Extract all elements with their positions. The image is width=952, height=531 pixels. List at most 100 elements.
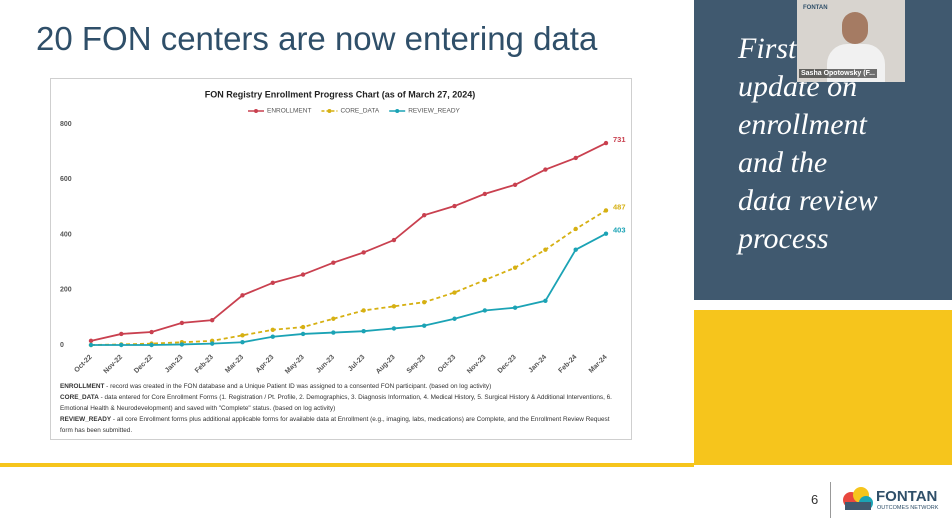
point: [209, 341, 215, 346]
point: [300, 324, 306, 330]
x-tick-label: Jun-23: [315, 354, 336, 375]
video-tile: FONTAN Sasha Opotowsky (F...: [797, 0, 905, 82]
x-tick-label: Jan-24: [527, 354, 548, 375]
logo-icon: [843, 487, 873, 510]
x-tick-label: Jan-23: [164, 354, 185, 375]
side-line: enrollment: [738, 108, 867, 141]
legend-label: REVIEW_READY: [408, 108, 460, 115]
point: [179, 320, 185, 326]
point: [543, 167, 548, 172]
note-text: - data entered for Core Enrollment Forms…: [60, 394, 612, 412]
point: [422, 212, 427, 218]
point: [331, 330, 336, 335]
legend-label: CORE_DATA: [340, 108, 379, 115]
side-line: process: [738, 222, 829, 255]
y-tick-label: 800: [60, 121, 72, 128]
point: [119, 342, 124, 348]
point: [88, 342, 94, 348]
value-label: 403: [613, 226, 626, 235]
note: CORE_DATA - data entered for Core Enroll…: [60, 392, 620, 414]
note: ENROLLMENT - record was created in the F…: [60, 381, 620, 392]
x-tick-label: Dec-22: [133, 354, 154, 375]
y-tick-label: 0: [60, 342, 64, 349]
note-text: - record was created in the FON database…: [104, 383, 492, 390]
point: [422, 299, 427, 305]
x-tick-label: Sep-23: [406, 354, 427, 375]
point: [543, 247, 548, 252]
note-term: CORE_DATA: [60, 394, 99, 401]
point: [603, 208, 609, 213]
y-tick-label: 200: [60, 287, 72, 294]
x-tick-label: May-23: [284, 354, 306, 376]
value-label: 731: [613, 135, 626, 144]
point: [573, 247, 578, 252]
chart-title: FON Registry Enrollment Progress Chart (…: [205, 89, 476, 99]
video-person: [842, 12, 868, 44]
point: [422, 323, 427, 328]
note-text: - all core Enrollment forms plus additio…: [60, 416, 610, 434]
note-term: ENROLLMENT: [60, 383, 105, 390]
point: [391, 237, 397, 243]
y-tick-label: 400: [60, 231, 72, 238]
side-yellow: [694, 310, 952, 465]
logo-sub: OUTCOMES NETWORK: [877, 505, 939, 511]
point: [149, 342, 154, 348]
point: [391, 326, 397, 331]
series-line: [90, 142, 607, 342]
point: [482, 191, 488, 197]
x-tick-label: Jul-23: [347, 354, 366, 373]
point: [209, 317, 215, 323]
point: [361, 328, 366, 334]
point: [452, 203, 457, 209]
point: [452, 316, 457, 321]
point: [543, 298, 548, 303]
x-tick-label: Oct-22: [73, 354, 93, 374]
point: [149, 329, 154, 335]
x-tick-label: Aug-23: [375, 354, 397, 376]
logo-rule: [830, 482, 831, 518]
point: [270, 334, 275, 339]
x-tick-label: Mar-23: [224, 354, 245, 375]
x-tick-label: Dec-23: [497, 354, 518, 375]
point: [119, 331, 124, 337]
x-tick-label: Nov-22: [103, 354, 125, 376]
x-tick-label: Feb-24: [558, 354, 579, 375]
x-tick-label: Feb-23: [194, 354, 215, 375]
legend-label: ENROLLMENT: [267, 108, 311, 115]
legend-marker: [327, 109, 332, 113]
point: [512, 265, 518, 270]
x-tick-label: Mar-24: [588, 354, 609, 375]
value-label: 487: [613, 202, 626, 211]
legend-marker: [254, 109, 258, 113]
x-tick-label: Oct-23: [437, 354, 457, 374]
note-term: REVIEW_READY: [60, 416, 112, 423]
point: [240, 333, 245, 338]
chart-frame: [50, 78, 632, 440]
notes: ENROLLMENT - record was created in the F…: [60, 381, 620, 436]
legend-marker: [395, 109, 400, 113]
page-number: 6: [811, 492, 819, 507]
point: [179, 342, 185, 347]
point: [361, 308, 366, 313]
bottom-rule: [0, 463, 694, 467]
point: [331, 260, 336, 265]
point: [482, 308, 488, 313]
point: [331, 316, 336, 321]
side-line: data review: [738, 184, 878, 217]
note: REVIEW_READY - all core Enrollment forms…: [60, 414, 620, 436]
point: [240, 293, 245, 298]
point: [391, 304, 397, 309]
point: [300, 331, 306, 337]
point: [300, 272, 306, 277]
point: [573, 155, 578, 161]
series-line: [91, 232, 607, 346]
point: [88, 338, 94, 344]
point: [512, 305, 518, 310]
video-name: Sasha Opotowsky (F...: [799, 69, 877, 78]
point: [603, 231, 609, 236]
point: [361, 250, 366, 255]
series-line: [90, 209, 607, 346]
y-tick-label: 600: [60, 176, 72, 183]
point: [270, 327, 275, 333]
